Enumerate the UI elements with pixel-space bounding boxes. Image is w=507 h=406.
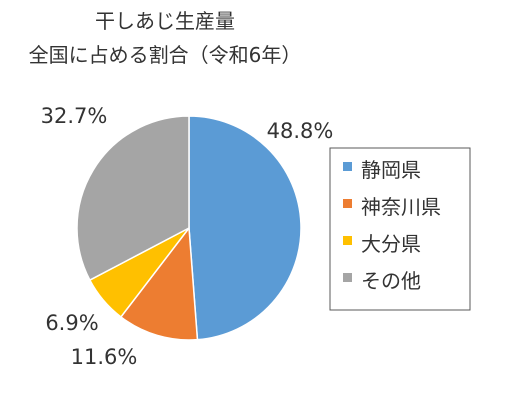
- legend-box: [329, 147, 471, 311]
- pie-slice-1: [188, 115, 302, 341]
- legend-label-2: 神奈川県: [361, 195, 441, 219]
- legend-label-4: その他: [361, 269, 421, 293]
- legend-label-1: 静岡県: [361, 158, 421, 182]
- legend-swatch-2: [343, 199, 352, 208]
- pie-slices: [76, 115, 302, 341]
- pie-slice-4: [76, 115, 190, 282]
- pie-slice-2: [119, 225, 199, 341]
- slice-label-2: 11.6%: [71, 345, 138, 369]
- legend-label-3: 大分県: [361, 232, 421, 256]
- legend-swatch-4: [343, 273, 352, 282]
- slice-label-1: 48.8%: [267, 119, 334, 143]
- slice-labels: 48.8% 11.6% 6.9% 32.7%: [41, 104, 334, 369]
- slice-label-4: 32.7%: [41, 104, 108, 128]
- slice-label-3: 6.9%: [45, 311, 98, 335]
- legend-swatch-1: [343, 162, 352, 171]
- legend-swatch-3: [343, 236, 352, 245]
- chart-title-line-1: 干しあじ生産量: [95, 9, 235, 33]
- chart-title-line-2: 全国に占める割合（令和6年）: [29, 43, 302, 67]
